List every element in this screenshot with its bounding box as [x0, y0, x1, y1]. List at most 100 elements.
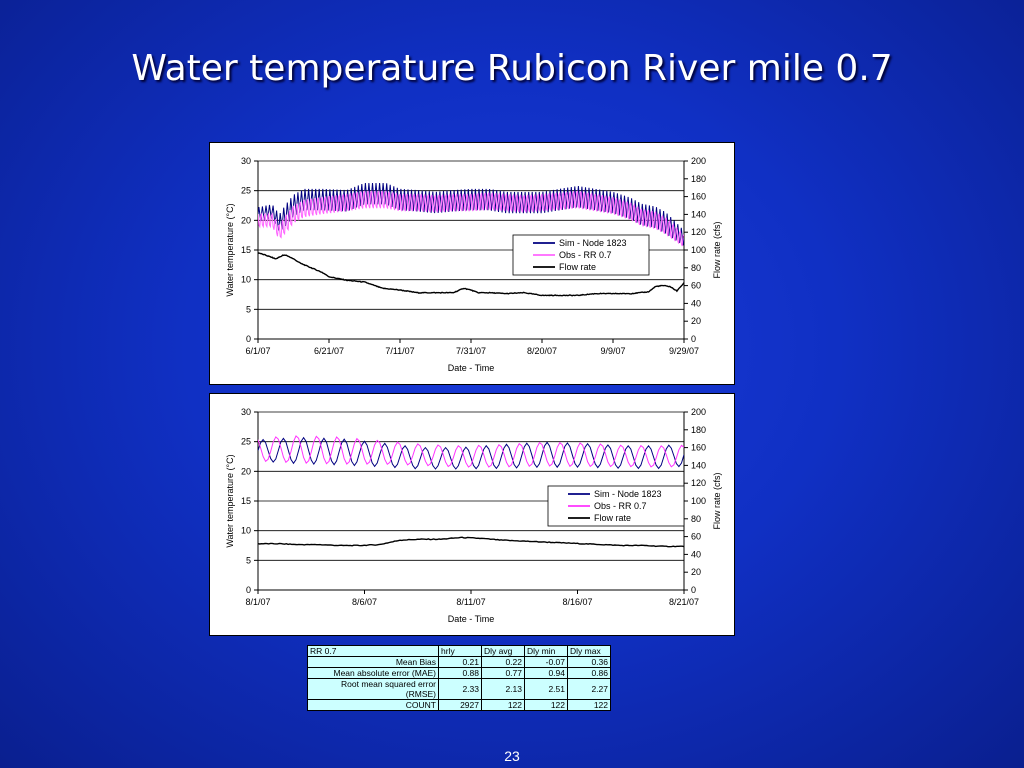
series-line-obs-rr-0-7	[258, 190, 684, 247]
y2-tick-label: 180	[691, 174, 706, 184]
stats-cell: 0.21	[438, 656, 482, 668]
legend-label: Obs - RR 0.7	[559, 250, 612, 260]
stats-row: Root mean squared error (RMSE) 2.33 2.13…	[307, 678, 611, 700]
y2-tick-label: 60	[691, 532, 701, 542]
stats-cell: 2.33	[438, 678, 482, 700]
stats-header-row: RR 0.7 hrly Dly avg Dly min Dly max	[307, 645, 611, 657]
y2-tick-label: 100	[691, 245, 706, 255]
legend-label: Sim - Node 1823	[594, 489, 662, 499]
error-statistics-table: RR 0.7 hrly Dly avg Dly min Dly max Mean…	[307, 645, 611, 711]
y-tick-label: 25	[241, 186, 251, 196]
y-tick-label: 0	[246, 585, 251, 595]
y2-tick-label: 60	[691, 281, 701, 291]
y2-tick-label: 0	[691, 334, 696, 344]
x-axis-label: Date - Time	[448, 614, 495, 624]
y-tick-label: 5	[246, 555, 251, 565]
y-tick-label: 20	[241, 215, 251, 225]
series-line-sim-node-1823	[258, 436, 684, 470]
y-tick-label: 15	[241, 496, 251, 506]
y2-tick-label: 40	[691, 549, 701, 559]
y2-tick-label: 180	[691, 425, 706, 435]
y-tick-label: 5	[246, 304, 251, 314]
y-tick-label: 30	[241, 156, 251, 166]
series-line-flow-rate	[258, 252, 684, 297]
stats-cell: 0.88	[438, 667, 482, 679]
y2-tick-label: 160	[691, 443, 706, 453]
stats-row-label: Mean absolute error (MAE)	[307, 667, 439, 679]
stats-cell: 122	[567, 699, 611, 711]
stats-cell: 0.77	[481, 667, 525, 679]
stats-cell: 0.36	[567, 656, 611, 668]
x-tick-label: 8/6/07	[352, 597, 377, 607]
stats-header-cell: Dly avg	[481, 645, 525, 657]
y-tick-label: 20	[241, 466, 251, 476]
stats-row: Mean absolute error (MAE) 0.88 0.77 0.94…	[307, 667, 611, 679]
y-tick-label: 15	[241, 245, 251, 255]
stats-cell: 2.51	[524, 678, 568, 700]
x-tick-label: 9/29/07	[669, 346, 699, 356]
stats-row-label: Root mean squared error (RMSE)	[307, 678, 439, 700]
august-chart-svg: 0 5 10 15 20 25 30 0 20 40 60 80 100 120 140 160 180 200 8…	[225, 407, 722, 624]
stats-row-label: COUNT	[307, 699, 439, 711]
y-tick-label: 25	[241, 437, 251, 447]
stats-cell: 2927	[438, 699, 482, 711]
legend-label: Flow rate	[559, 262, 596, 272]
x-tick-label: 7/31/07	[456, 346, 486, 356]
august-temperature-chart: 0 5 10 15 20 25 30 0 20 40 60 80 100 120 140 160 180 200 8…	[209, 393, 735, 636]
stats-row-label: Mean Bias	[307, 656, 439, 668]
y-tick-label: 10	[241, 275, 251, 285]
y2-tick-label: 0	[691, 585, 696, 595]
y2-axis-label: Flow rate (cfs)	[712, 221, 722, 278]
y2-tick-label: 200	[691, 156, 706, 166]
y-tick-label: 0	[246, 334, 251, 344]
y2-tick-label: 140	[691, 209, 706, 219]
y-axis-label: Water temperature (°C)	[225, 203, 235, 296]
y2-tick-label: 120	[691, 478, 706, 488]
x-tick-label: 7/11/07	[385, 346, 414, 356]
y2-tick-label: 100	[691, 496, 706, 506]
stats-cell: 2.27	[567, 678, 611, 700]
series-line-obs-rr-0-7	[258, 435, 684, 468]
y2-axis-label: Flow rate (cfs)	[712, 472, 722, 529]
y-tick-label: 30	[241, 407, 251, 417]
stats-cell: -0.07	[524, 656, 568, 668]
legend-label: Obs - RR 0.7	[594, 501, 647, 511]
stats-cell: 0.22	[481, 656, 525, 668]
y2-tick-label: 20	[691, 316, 701, 326]
x-axis-label: Date - Time	[448, 363, 495, 373]
y2-tick-label: 120	[691, 227, 706, 237]
y2-tick-label: 80	[691, 514, 701, 524]
page-number: 23	[504, 748, 520, 764]
x-tick-label: 9/9/07	[600, 346, 625, 356]
legend-label: Flow rate	[594, 513, 631, 523]
stats-cell: 122	[524, 699, 568, 711]
y2-tick-label: 20	[691, 567, 701, 577]
y2-tick-label: 140	[691, 460, 706, 470]
stats-header-cell: hrly	[438, 645, 482, 657]
stats-row: Mean Bias 0.21 0.22 -0.07 0.36	[307, 656, 611, 668]
seasonal-chart-svg: 0 5 10 15 20 25 30 0 20 40 60 80 100 120 140 160 180 200 6…	[225, 156, 722, 373]
y2-tick-label: 200	[691, 407, 706, 417]
stats-cell: 122	[481, 699, 525, 711]
stats-header-cell: Dly min	[524, 645, 568, 657]
seasonal-temperature-chart: 0 5 10 15 20 25 30 0 20 40 60 80 100 120 140 160 180 200 6…	[209, 142, 735, 385]
y2-tick-label: 80	[691, 263, 701, 273]
stats-row: COUNT 2927 122 122 122	[307, 699, 611, 711]
x-tick-label: 8/20/07	[527, 346, 557, 356]
stats-header-cell: Dly max	[567, 645, 611, 657]
x-tick-label: 8/21/07	[669, 597, 699, 607]
y2-tick-label: 40	[691, 298, 701, 308]
stats-cell: 0.86	[567, 667, 611, 679]
stats-cell: 2.13	[481, 678, 525, 700]
stats-cell: 0.94	[524, 667, 568, 679]
slide-title: Water temperature Rubicon River mile 0.7	[131, 48, 893, 89]
y2-tick-label: 160	[691, 192, 706, 202]
x-tick-label: 6/21/07	[314, 346, 344, 356]
x-tick-label: 8/16/07	[562, 597, 592, 607]
legend-label: Sim - Node 1823	[559, 238, 627, 248]
series-line-flow-rate	[258, 536, 684, 548]
y-tick-label: 10	[241, 526, 251, 536]
x-tick-label: 6/1/07	[245, 346, 270, 356]
stats-header-cell: RR 0.7	[307, 645, 439, 657]
y-axis-label: Water temperature (°C)	[225, 454, 235, 547]
